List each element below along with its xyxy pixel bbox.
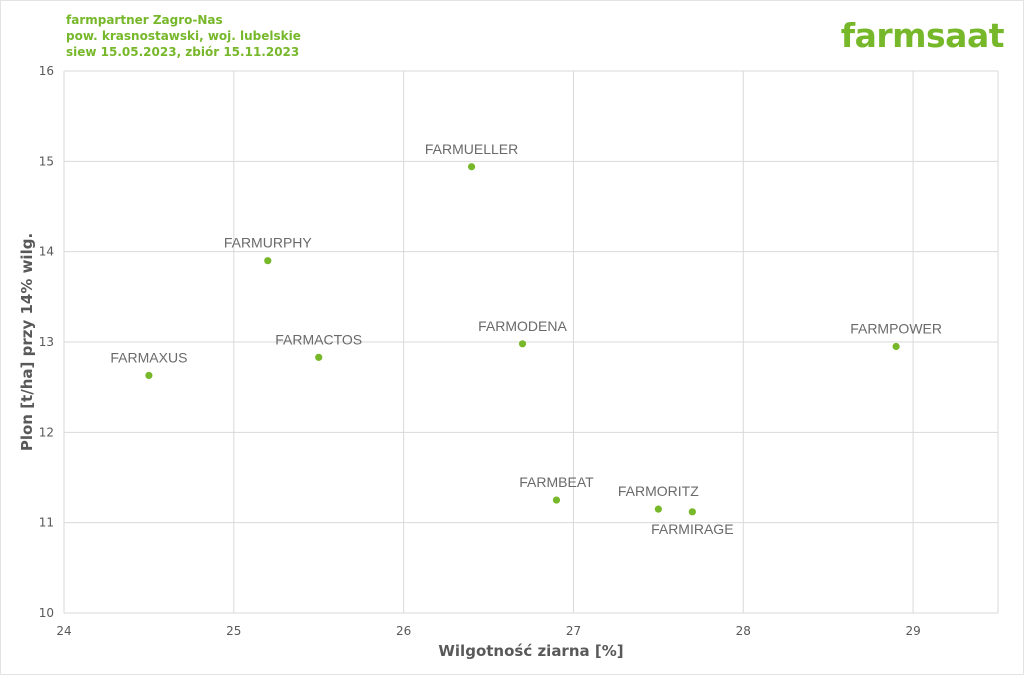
header-line-3: siew 15.05.2023, zbiór 15.11.2023 — [66, 45, 300, 59]
grid-lines — [63, 70, 999, 614]
farmsaat-logo: farmsaat — [840, 16, 1005, 55]
data-point — [315, 353, 323, 361]
y-tick-label: 16 — [39, 64, 54, 78]
data-points — [145, 163, 900, 516]
point-label: FARMAXUS — [110, 349, 187, 365]
header-line-2: pow. krasnostawski, woj. lubelskie — [66, 29, 301, 43]
x-tick-label: 29 — [905, 624, 920, 638]
x-tick-label: 27 — [566, 624, 581, 638]
x-axis-title: Wilgotność ziarna [%] — [438, 642, 623, 660]
data-point — [264, 257, 272, 265]
data-point — [688, 508, 696, 516]
chart-header: farmpartner Zagro-Nas pow. krasnostawski… — [66, 12, 301, 60]
y-tick-label: 14 — [39, 245, 54, 259]
x-tick-label: 24 — [56, 624, 71, 638]
data-point — [552, 496, 561, 504]
y-tick-label: 11 — [39, 516, 54, 530]
data-point — [518, 340, 527, 348]
y-tick-label: 12 — [39, 425, 54, 439]
x-tick-label: 28 — [736, 624, 751, 638]
x-tick-label: 25 — [226, 624, 241, 638]
point-label: FARMACTOS — [275, 331, 362, 347]
data-point — [467, 163, 476, 171]
point-label: FARMPOWER — [850, 321, 942, 337]
header-line-1: farmpartner Zagro-Nas — [66, 13, 223, 27]
data-point — [145, 371, 153, 380]
point-label: FARMORITZ — [618, 483, 699, 499]
point-label: FARMBEAT — [519, 474, 594, 490]
y-tick-labels: 10 11 12 13 14 15 16 — [39, 64, 54, 620]
point-label: FARMIRAGE — [651, 521, 733, 537]
y-tick-label: 13 — [39, 335, 54, 349]
y-tick-label: 15 — [39, 154, 54, 168]
x-tick-label: 26 — [396, 624, 411, 638]
point-label: FARMODENA — [478, 318, 567, 334]
data-point — [654, 505, 662, 513]
point-label: FARMUELLER — [425, 141, 518, 157]
point-label: FARMURPHY — [224, 235, 313, 251]
y-tick-label: 10 — [39, 606, 54, 620]
x-tick-labels: 24 25 26 27 28 29 — [56, 624, 920, 638]
point-labels: FARMAXUS FARMURPHY FARMACTOS FARMUELLER FARM… — [110, 141, 942, 537]
y-axis-title: Plon [t/ha] przy 14% wilg. — [18, 233, 36, 451]
data-point — [892, 342, 900, 351]
